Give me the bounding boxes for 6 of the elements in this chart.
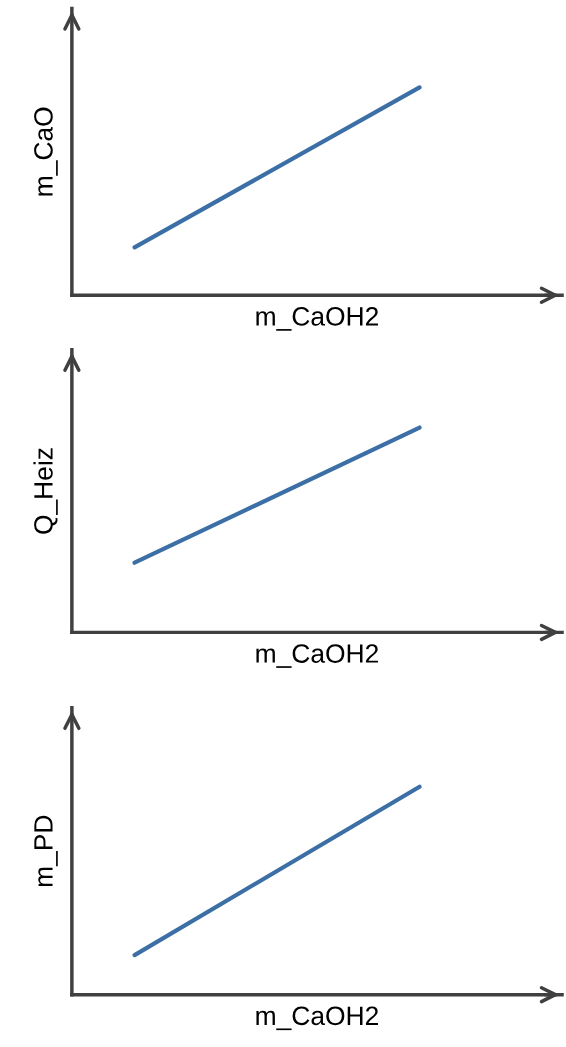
y-axis-title: m_PD (34, 815, 58, 887)
y-axis-title: m_CaO (34, 107, 58, 196)
x-axis-title: m_CaOH2 (256, 307, 378, 331)
x-axis-title: m_CaOH2 (256, 1006, 378, 1031)
y-axis-title: Q_Heiz (33, 448, 58, 534)
x-axis-title: m_CaOH2 (256, 644, 378, 668)
